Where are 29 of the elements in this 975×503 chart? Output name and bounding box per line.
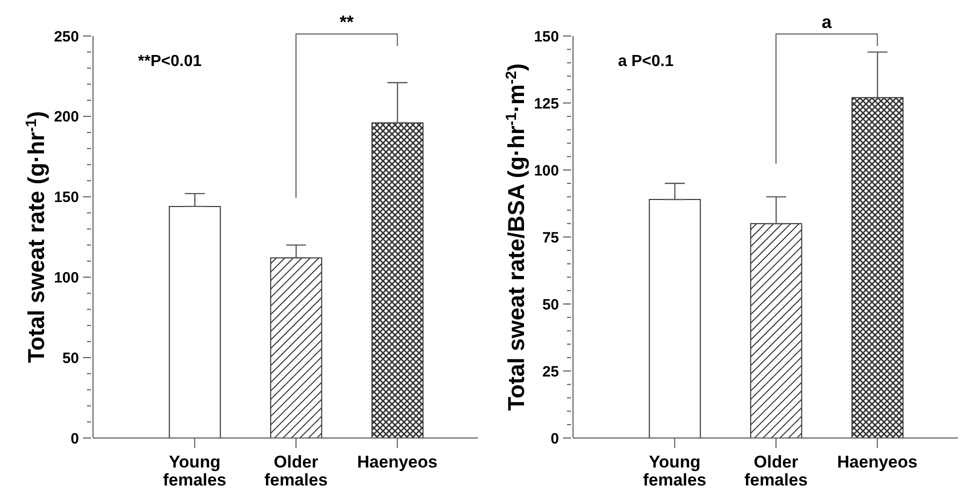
y-tick-label: 0: [550, 430, 559, 448]
x-tick-label: Haenyeos: [357, 452, 438, 472]
y-tick-label: 150: [534, 28, 559, 46]
y-tick-label: 50: [542, 296, 559, 314]
y-tick-label: 75: [542, 229, 559, 246]
y-tick-label: 125: [534, 95, 559, 112]
y-tick-label: 150: [54, 189, 79, 206]
annotation: **P<0.01: [138, 53, 202, 70]
y-tick-label: 25: [542, 363, 559, 380]
x-tick-label: Young females: [643, 452, 706, 490]
y-tick-label: 250: [54, 28, 79, 46]
y-tick-label: 100: [54, 269, 79, 286]
bar: [168, 206, 221, 438]
y-tick-label: 100: [534, 162, 559, 180]
x-tick-label: Older females: [744, 452, 808, 490]
annotation: a P<0.1: [618, 53, 674, 70]
y-tick-label: 200: [54, 108, 79, 126]
bar: [852, 97, 904, 438]
x-tick-label: Haenyeos: [837, 452, 918, 472]
x-tick-label: Older females: [264, 452, 328, 490]
x-tick-label: Young females: [163, 452, 226, 490]
bar: [270, 257, 322, 438]
y-tick-label: 50: [62, 350, 79, 367]
bar: [750, 223, 802, 438]
bar: [372, 122, 424, 438]
text: a: [822, 12, 833, 32]
bar: [648, 198, 701, 438]
y-tick-label: 0: [70, 430, 79, 448]
text: **: [340, 12, 354, 32]
